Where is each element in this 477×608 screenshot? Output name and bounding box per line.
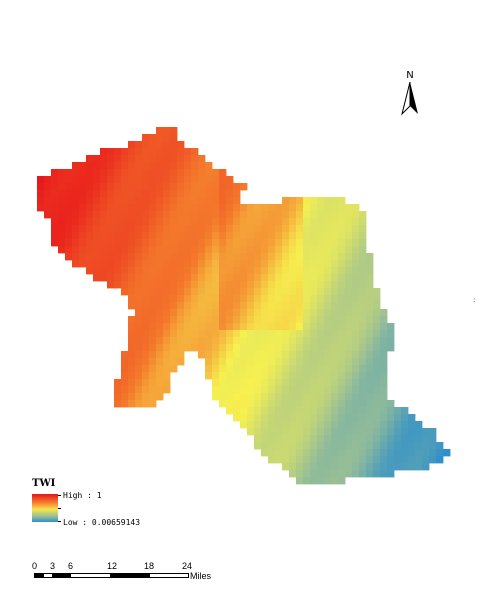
scale-segment xyxy=(149,573,189,578)
legend-color-ramp xyxy=(32,494,58,522)
legend-tick-mid xyxy=(58,508,61,509)
scale-segment xyxy=(70,573,111,578)
legend-title: TWI xyxy=(32,478,56,489)
scale-tick-label: 3 xyxy=(50,561,56,571)
legend-tick-high xyxy=(58,495,61,496)
legend-tick-low xyxy=(58,521,61,522)
scale-tick-label: 18 xyxy=(144,561,155,571)
edge-mark: : xyxy=(473,296,476,304)
scale-tick-label: 12 xyxy=(107,561,118,571)
scale-bar: 0 3 6 12 18 24 Miles xyxy=(30,561,230,585)
scale-tick-label: 0 xyxy=(32,561,38,571)
scale-tick-label: 24 xyxy=(182,561,193,571)
north-arrow: N xyxy=(398,70,422,116)
raster-cells xyxy=(37,127,451,485)
north-arrow-icon xyxy=(401,82,418,116)
scale-units: Miles xyxy=(190,571,212,581)
scale-segment xyxy=(110,573,150,578)
north-label: N xyxy=(406,70,414,81)
legend-low-label: Low : 0.00659143 xyxy=(63,518,141,527)
scale-segment xyxy=(52,573,71,578)
scale-tick-label: 6 xyxy=(68,561,74,571)
legend: TWI High : 1 Low : 0.00659143 xyxy=(32,478,182,528)
legend-high-label: High : 1 xyxy=(63,491,102,500)
